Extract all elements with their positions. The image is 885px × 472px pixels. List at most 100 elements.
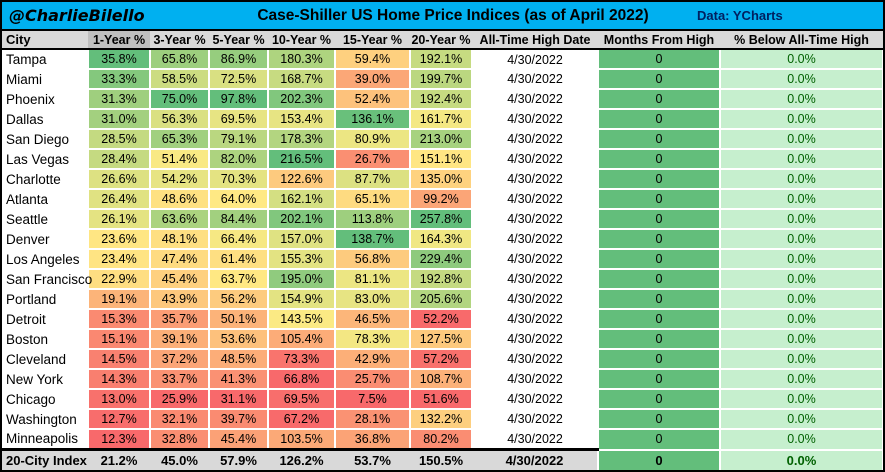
high-date-cell: 4/30/2022 xyxy=(472,149,598,169)
pct-below-high-cell: 0.0% xyxy=(719,248,883,270)
return-cell: 67.2% xyxy=(267,408,336,430)
city-cell: Boston xyxy=(2,329,88,349)
return-cell: 164.3% xyxy=(409,228,473,250)
return-cell: 26.4% xyxy=(87,188,151,210)
high-date-cell: 4/30/2022 xyxy=(472,109,598,129)
table-row: Los Angeles 23.4% 47.4% 61.4% 155.3% 56.8% 229… xyxy=(2,248,883,270)
return-cell: 28.4% xyxy=(87,148,151,170)
pct-below-high-cell: 0.0% xyxy=(719,208,883,230)
return-cell: 45.4% xyxy=(208,428,269,451)
return-cell: 36.8% xyxy=(334,428,411,451)
return-cell: 162.1% xyxy=(267,188,336,210)
return-cell: 41.3% xyxy=(208,368,269,390)
summary-months-cell: 0 xyxy=(597,448,721,470)
return-cell: 192.4% xyxy=(409,88,473,110)
return-cell: 53.6% xyxy=(208,328,269,350)
return-cell: 132.2% xyxy=(409,408,473,430)
table-row: Las Vegas 28.4% 51.4% 82.0% 216.5% 26.7% 151.1… xyxy=(2,148,883,170)
table-row: New York 14.3% 33.7% 41.3% 66.8% 25.7% 108.7% 4… xyxy=(2,368,883,390)
data-source-label: Data: YCharts xyxy=(697,8,783,23)
pct-below-high-cell: 0.0% xyxy=(719,128,883,150)
return-cell: 229.4% xyxy=(409,248,473,270)
city-cell: Phoenix xyxy=(2,89,88,109)
pct-below-high-cell: 0.0% xyxy=(719,148,883,170)
return-cell: 143.5% xyxy=(267,308,336,330)
pct-below-high-cell: 0.0% xyxy=(719,368,883,390)
months-from-high-cell: 0 xyxy=(597,308,721,330)
city-cell: Las Vegas xyxy=(2,149,88,169)
return-cell: 39.7% xyxy=(208,408,269,430)
column-header: % Below All-Time High xyxy=(720,31,883,50)
return-cell: 80.2% xyxy=(409,428,473,451)
return-cell: 257.8% xyxy=(409,208,473,230)
return-cell: 213.0% xyxy=(409,128,473,150)
months-from-high-cell: 0 xyxy=(597,388,721,410)
city-cell: Seattle xyxy=(2,209,88,229)
high-date-cell: 4/30/2022 xyxy=(472,429,598,450)
return-cell: 51.4% xyxy=(149,148,210,170)
months-from-high-cell: 0 xyxy=(597,168,721,190)
summary-return-cell: 150.5% xyxy=(410,448,472,470)
return-cell: 168.7% xyxy=(267,68,336,90)
return-cell: 32.1% xyxy=(149,408,210,430)
return-cell: 81.1% xyxy=(334,268,411,290)
return-cell: 199.7% xyxy=(409,68,473,90)
return-cell: 35.7% xyxy=(149,308,210,330)
return-cell: 19.1% xyxy=(87,288,151,310)
return-cell: 136.1% xyxy=(334,108,411,130)
return-cell: 56.8% xyxy=(334,248,411,270)
high-date-cell: 4/30/2022 xyxy=(472,49,598,69)
summary-high-date-cell: 4/30/2022 xyxy=(472,448,598,470)
price-table: City 1-Year % 3-Year % 5-Year % 10-Year % 15-… xyxy=(2,31,883,470)
months-from-high-cell: 0 xyxy=(597,208,721,230)
return-cell: 64.0% xyxy=(208,188,269,210)
return-cell: 180.3% xyxy=(267,48,336,70)
return-cell: 25.9% xyxy=(149,388,210,410)
title-bar: @CharlieBilello Case-Shiller US Home Pri… xyxy=(2,2,883,31)
return-cell: 205.6% xyxy=(409,288,473,310)
months-from-high-cell: 0 xyxy=(597,428,721,451)
return-cell: 151.1% xyxy=(409,148,473,170)
pct-below-high-cell: 0.0% xyxy=(719,268,883,290)
months-from-high-cell: 0 xyxy=(597,348,721,370)
months-from-high-cell: 0 xyxy=(597,48,721,70)
table-row: Tampa 35.8% 65.8% 86.9% 180.3% 59.4% 192.1% 4/3… xyxy=(2,48,883,70)
city-cell: New York xyxy=(2,369,88,389)
return-cell: 84.4% xyxy=(208,208,269,230)
column-header: Months From High xyxy=(598,31,720,50)
column-header: 5-Year % xyxy=(209,31,268,50)
return-cell: 25.7% xyxy=(334,368,411,390)
months-from-high-cell: 0 xyxy=(597,128,721,150)
city-cell: Detroit xyxy=(2,309,88,329)
summary-return-cell: 21.2% xyxy=(88,448,150,470)
pct-below-high-cell: 0.0% xyxy=(719,408,883,430)
return-cell: 56.2% xyxy=(208,288,269,310)
summary-return-cell: 45.0% xyxy=(150,448,209,470)
return-cell: 63.7% xyxy=(208,268,269,290)
high-date-cell: 4/30/2022 xyxy=(472,409,598,429)
return-cell: 47.4% xyxy=(149,248,210,270)
pct-below-high-cell: 0.0% xyxy=(719,188,883,210)
return-cell: 26.6% xyxy=(87,168,151,190)
city-cell: Tampa xyxy=(2,49,88,69)
city-cell: San Francisco xyxy=(2,269,92,289)
high-date-cell: 4/30/2022 xyxy=(472,169,598,189)
months-from-high-cell: 0 xyxy=(597,68,721,90)
return-cell: 54.2% xyxy=(149,168,210,190)
return-cell: 78.3% xyxy=(334,328,411,350)
return-cell: 66.8% xyxy=(267,368,336,390)
return-cell: 31.1% xyxy=(208,388,269,410)
table-row: Portland 19.1% 43.9% 56.2% 154.9% 83.0% 205.6%… xyxy=(2,288,883,310)
pct-below-high-cell: 0.0% xyxy=(719,168,883,190)
city-cell: Miami xyxy=(2,69,88,89)
table-row: Detroit 15.3% 35.7% 50.1% 143.5% 46.5% 52.2% 4/… xyxy=(2,308,883,330)
summary-below-cell: 0.0% xyxy=(719,448,883,470)
return-cell: 12.3% xyxy=(87,428,151,451)
return-cell: 216.5% xyxy=(267,148,336,170)
pct-below-high-cell: 0.0% xyxy=(719,348,883,370)
return-cell: 61.4% xyxy=(208,248,269,270)
table-row: Minneapolis 12.3% 32.8% 45.4% 103.5% 36.8% 80.… xyxy=(2,428,883,451)
city-cell: Minneapolis xyxy=(2,429,88,450)
return-cell: 69.5% xyxy=(208,108,269,130)
